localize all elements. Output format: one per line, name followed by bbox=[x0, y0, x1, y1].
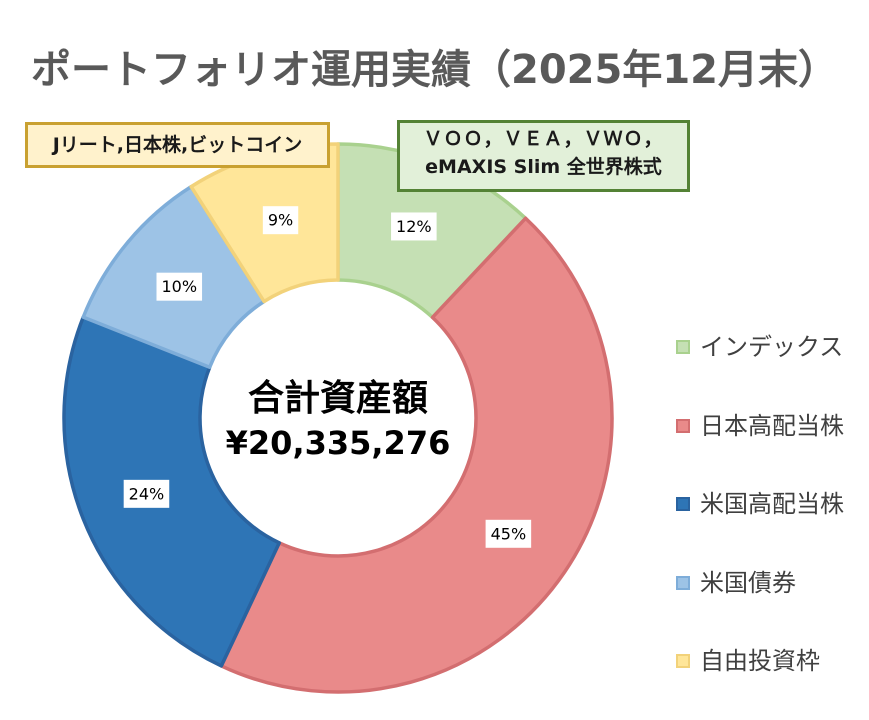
chart-title: ポートフォリオ運用実績（2025年12月末） bbox=[31, 47, 838, 93]
legend-label: 米国高配当株 bbox=[700, 490, 844, 518]
center-label-total: ¥20,335,276 bbox=[225, 424, 451, 462]
callout-line: eMAXIS Slim 全世界株式 bbox=[425, 156, 662, 178]
legend-swatch bbox=[676, 418, 690, 433]
donut-slice-3 bbox=[62, 315, 281, 668]
legend-swatch bbox=[676, 575, 690, 590]
data-label: 10% bbox=[156, 272, 203, 301]
callout-green: ＶＯＯ，ＶＥＡ，ＶＷＯ， eMAXIS Slim 全世界株式 bbox=[397, 120, 690, 192]
legend-swatch bbox=[676, 654, 690, 668]
legend-label: 自由投資枠 bbox=[700, 647, 820, 675]
legend-label: 米国債券 bbox=[700, 568, 796, 597]
callout-line: ＶＯＯ，ＶＥＡ，ＶＷＯ， bbox=[423, 128, 664, 150]
callout-yellow: Jリート,日本株,ビットコイン bbox=[25, 122, 330, 168]
data-label: 9% bbox=[262, 206, 299, 235]
data-label-text: 12% bbox=[396, 217, 432, 236]
donut-slice-2 bbox=[219, 216, 614, 694]
data-label-text: 9% bbox=[268, 211, 293, 230]
legend-item: 日本高配当株 bbox=[676, 411, 844, 441]
legend-item: 米国債券 bbox=[676, 568, 796, 598]
legend-swatch bbox=[676, 340, 690, 354]
data-label-box bbox=[123, 479, 170, 508]
data-label-text: 24% bbox=[129, 484, 165, 503]
data-label-text: 10% bbox=[161, 277, 197, 296]
data-label: 12% bbox=[391, 212, 437, 241]
data-label-text: 45% bbox=[491, 524, 527, 543]
center-label-title: 合計資産額 bbox=[247, 378, 428, 419]
data-label-box bbox=[391, 212, 437, 241]
legend-swatch bbox=[676, 497, 690, 511]
legend-item: インデックス bbox=[676, 332, 843, 362]
data-label-box bbox=[485, 519, 532, 548]
legend-item: 米国高配当株 bbox=[676, 489, 844, 519]
legend-label: 日本高配当株 bbox=[700, 411, 844, 440]
data-label-box bbox=[156, 272, 203, 301]
legend-item: 自由投資枠 bbox=[676, 646, 820, 676]
data-label-box bbox=[262, 206, 299, 235]
data-label: 24% bbox=[123, 479, 170, 508]
callout-text: Jリート,日本株,ビットコイン bbox=[52, 134, 303, 156]
legend-label: インデックス bbox=[700, 333, 844, 361]
data-label: 45% bbox=[485, 519, 532, 548]
data-labels: 12% 45% 24% 10% 9% bbox=[123, 206, 532, 548]
